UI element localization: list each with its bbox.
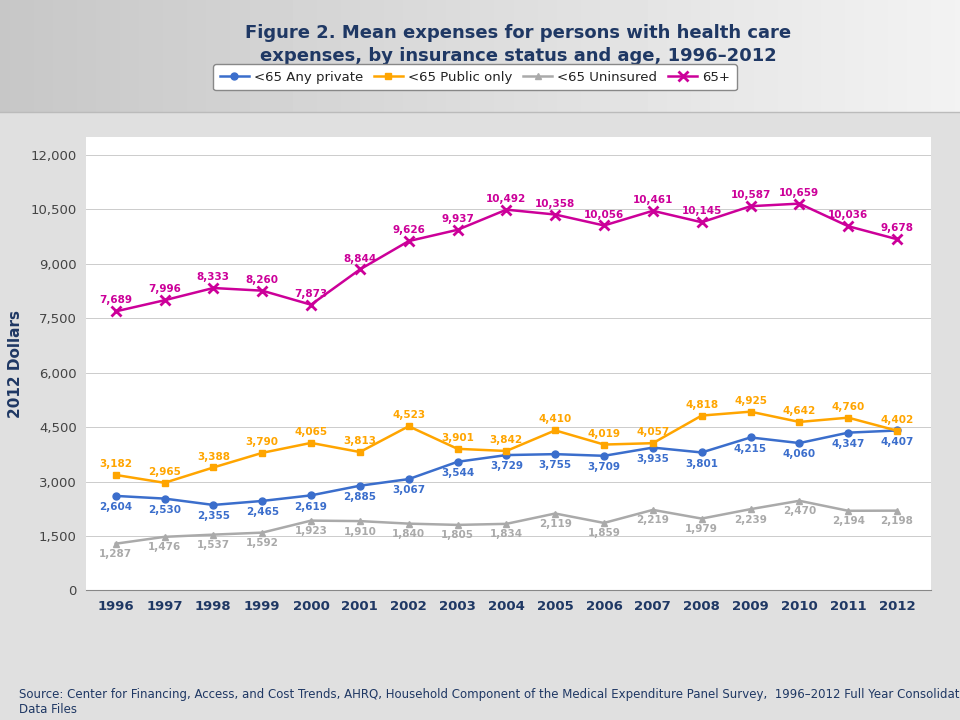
- Text: 4,410: 4,410: [539, 415, 572, 425]
- Text: 3,729: 3,729: [490, 462, 523, 472]
- Text: Figure 2. Mean expenses for persons with health care
expenses, by insurance stat: Figure 2. Mean expenses for persons with…: [246, 24, 791, 66]
- Text: 9,937: 9,937: [441, 214, 474, 224]
- Text: 3,901: 3,901: [441, 433, 474, 443]
- Text: 4,347: 4,347: [831, 439, 865, 449]
- Text: Source: Center for Financing, Access, and Cost Trends, AHRQ, Household Component: Source: Center for Financing, Access, an…: [19, 688, 960, 716]
- Text: 3,935: 3,935: [636, 454, 669, 464]
- Text: 2,885: 2,885: [344, 492, 376, 502]
- Text: 4,407: 4,407: [880, 437, 914, 446]
- Text: 1,834: 1,834: [490, 529, 523, 539]
- Text: 2,219: 2,219: [636, 516, 669, 526]
- Text: 3,813: 3,813: [344, 436, 376, 446]
- Text: 9,678: 9,678: [880, 223, 914, 233]
- Text: 2,355: 2,355: [197, 511, 229, 521]
- Text: 8,333: 8,333: [197, 272, 229, 282]
- Text: 10,659: 10,659: [780, 188, 820, 198]
- Text: 8,260: 8,260: [246, 275, 278, 285]
- Text: 4,060: 4,060: [782, 449, 816, 459]
- Text: 1,910: 1,910: [344, 526, 376, 536]
- Legend: <65 Any private, <65 Public only, <65 Uninsured, 65+: <65 Any private, <65 Public only, <65 Un…: [213, 64, 736, 90]
- Text: 1,287: 1,287: [99, 549, 132, 559]
- Text: 1,859: 1,859: [588, 528, 620, 539]
- Text: 3,801: 3,801: [685, 459, 718, 469]
- Text: 8,844: 8,844: [344, 253, 376, 264]
- Text: 4,065: 4,065: [295, 427, 327, 437]
- Text: 7,873: 7,873: [295, 289, 327, 299]
- Text: 3,842: 3,842: [490, 435, 523, 445]
- Text: 9,626: 9,626: [393, 225, 425, 235]
- Text: 1,592: 1,592: [246, 538, 278, 548]
- Text: 3,388: 3,388: [197, 451, 229, 462]
- Text: 2,530: 2,530: [148, 505, 181, 515]
- Text: 10,056: 10,056: [584, 210, 624, 220]
- Text: 2,965: 2,965: [148, 467, 181, 477]
- Text: 1,923: 1,923: [295, 526, 327, 536]
- Text: 10,358: 10,358: [535, 199, 575, 209]
- Text: 4,057: 4,057: [636, 427, 669, 437]
- Text: 10,492: 10,492: [486, 194, 526, 204]
- Text: 10,587: 10,587: [731, 190, 771, 200]
- Text: 2,194: 2,194: [831, 516, 865, 526]
- Text: 4,019: 4,019: [588, 428, 620, 438]
- Text: 2,465: 2,465: [246, 507, 278, 517]
- Text: 2,198: 2,198: [880, 516, 914, 526]
- Y-axis label: 2012 Dollars: 2012 Dollars: [9, 310, 23, 418]
- Text: 4,215: 4,215: [734, 444, 767, 454]
- Text: 1,840: 1,840: [392, 529, 425, 539]
- Text: 1,979: 1,979: [685, 524, 718, 534]
- Text: 3,182: 3,182: [99, 459, 132, 469]
- Text: 4,760: 4,760: [831, 402, 865, 412]
- Text: 3,755: 3,755: [539, 460, 572, 470]
- Text: 2,119: 2,119: [539, 519, 571, 529]
- Text: 7,689: 7,689: [99, 295, 132, 305]
- Text: 3,544: 3,544: [441, 468, 474, 478]
- Text: 2,470: 2,470: [782, 506, 816, 516]
- Text: 10,145: 10,145: [682, 207, 722, 217]
- Text: 4,925: 4,925: [734, 396, 767, 406]
- Text: 2,604: 2,604: [99, 502, 132, 512]
- Text: 2,239: 2,239: [734, 515, 767, 525]
- Text: 4,818: 4,818: [685, 400, 718, 410]
- Text: 4,402: 4,402: [880, 415, 914, 425]
- Text: 7,996: 7,996: [148, 284, 181, 294]
- Text: 10,461: 10,461: [633, 195, 673, 205]
- Text: 4,642: 4,642: [782, 406, 816, 416]
- Text: 10,036: 10,036: [828, 210, 868, 220]
- Text: 1,537: 1,537: [197, 540, 230, 550]
- Text: 3,709: 3,709: [588, 462, 620, 472]
- Text: 1,805: 1,805: [441, 531, 474, 541]
- Text: 3,790: 3,790: [246, 437, 278, 447]
- Text: 1,476: 1,476: [148, 542, 181, 552]
- Text: 3,067: 3,067: [392, 485, 425, 495]
- Text: 2,619: 2,619: [295, 502, 327, 512]
- Text: 4,523: 4,523: [392, 410, 425, 420]
